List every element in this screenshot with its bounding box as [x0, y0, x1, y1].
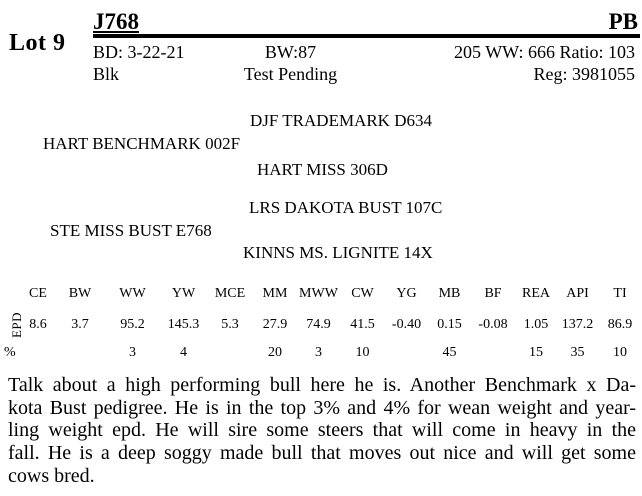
pedigree-sire-dam: HART MISS 306D: [257, 160, 388, 179]
percentile-value: [471, 340, 515, 366]
percentile-value: [207, 340, 253, 366]
epd-col-header: MM: [262, 286, 288, 301]
description-line: cows bred.: [8, 464, 95, 487]
percentile-value: [55, 340, 105, 366]
percentile-value: 15: [529, 345, 543, 360]
epd-value: 137.2: [561, 317, 594, 332]
pedigree-dam-dam: KINNS MS. LIGNITE 14X: [243, 243, 433, 262]
registration-number: Reg: 3981055: [533, 64, 636, 84]
epd-value: -0.40: [391, 317, 422, 332]
breed-code: PB: [608, 9, 638, 34]
ww-ratio: 205 WW: 666 Ratio: 103: [454, 42, 635, 62]
coat-color: Blk: [93, 64, 120, 84]
epd-value: 5.3: [221, 317, 239, 332]
percentile-value: 45: [442, 345, 457, 360]
birth-weight: BW:87: [264, 42, 317, 62]
epd-col-header: MCE: [214, 286, 246, 301]
description-line: ling weight epd. He will sire some steer…: [8, 419, 636, 442]
epd-value: 1.05: [523, 317, 549, 332]
description-paragraph: Talk about a high performing bull here h…: [8, 374, 636, 488]
epd-value: 145.3: [167, 317, 200, 332]
percentile-value: 3: [129, 345, 136, 360]
epd-row-label-text: EPD: [9, 311, 25, 339]
epd-col-header: YG: [396, 286, 417, 301]
lot-number: Lot 9: [9, 30, 66, 56]
epd-value: 74.9: [306, 317, 331, 332]
percentile-value: 10: [355, 345, 370, 360]
title-row: J768 PB: [93, 6, 640, 38]
pedigree-sire-sire: DJF TRADEMARK D634: [250, 111, 432, 130]
epd-value: 3.7: [71, 317, 89, 332]
epd-table: CE BW WW YW MCE MM MWW CW YG MB BF REA A…: [0, 278, 642, 366]
description-line: fall. He is a deep soggy made bull that …: [8, 442, 636, 465]
test-status: Test Pending: [243, 64, 338, 84]
epd-value: 95.2: [120, 317, 145, 332]
percentile-row-label: %: [4, 345, 16, 360]
animal-tag: J768: [93, 9, 139, 34]
epd-col-header: MB: [438, 286, 461, 301]
description-line: Talk about a high performing bull here h…: [8, 374, 636, 396]
epd-corner: [0, 278, 21, 310]
percentile-value: 10: [613, 345, 627, 360]
epd-col-header: CE: [29, 286, 47, 301]
epd-value: -0.08: [478, 317, 508, 332]
epd-col-header: CW: [351, 286, 374, 301]
pedigree-dam-sire: LRS DAKOTA BUST 107C: [249, 198, 443, 217]
epd-col-header: API: [566, 286, 589, 301]
epd-col-header: YW: [171, 286, 196, 301]
pedigree-sire: HART BENCHMARK 002F: [43, 134, 241, 153]
epd-value: 86.9: [607, 317, 633, 332]
percentile-value: [21, 340, 55, 366]
epd-col-header: WW: [119, 286, 146, 301]
percentile-value: 3: [315, 345, 322, 360]
percentile-value: 35: [570, 345, 585, 360]
percentile-value: 4: [180, 345, 187, 360]
description-line: kota Bust pedigree. He is in the top 3% …: [8, 396, 636, 419]
header-block: J768 PB BD: 3-22-21 BW:87 205 WW: 666 Ra…: [93, 6, 640, 85]
epd-value: 0.15: [437, 317, 462, 332]
epd-col-header: BW: [68, 286, 92, 301]
epd-row-label: EPD: [0, 310, 24, 340]
epd-value: 27.9: [262, 317, 288, 332]
percentile-value: [385, 340, 428, 366]
birth-date: BD: 3-22-21: [93, 42, 185, 62]
info-grid: BD: 3-22-21 BW:87 205 WW: 666 Ratio: 103…: [93, 41, 640, 85]
epd-col-header: TI: [613, 286, 627, 301]
epd-col-header: REA: [522, 286, 550, 301]
epd-col-header: MWW: [299, 286, 338, 301]
epd-value: 8.6: [29, 317, 47, 332]
pedigree-dam: STE MISS BUST E768: [50, 221, 212, 240]
epd-col-header: BF: [484, 286, 502, 301]
epd-value: 41.5: [350, 317, 375, 332]
percentile-value: 20: [268, 345, 282, 360]
